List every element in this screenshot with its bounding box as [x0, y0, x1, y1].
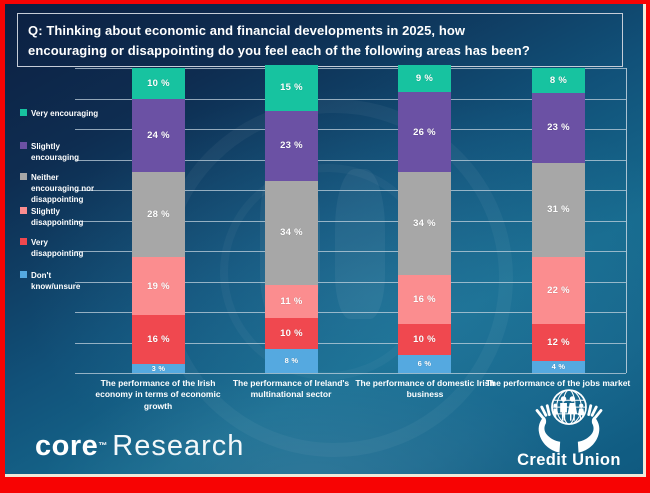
legend-item: Slightly disappointing	[20, 206, 122, 228]
segment-value-label: 9 %	[415, 73, 434, 85]
legend-swatch	[20, 109, 27, 116]
segment-value-label: 28 %	[147, 209, 170, 221]
category-label: The performance of the Irish economy in …	[95, 378, 221, 411]
bar-segment: 34 %	[398, 171, 451, 276]
gridline	[75, 159, 626, 161]
category-label: The performance of domestic Irish busine…	[355, 378, 495, 400]
segment-value-label: 16 %	[147, 334, 170, 345]
category-label: The performance of the jobs market	[485, 378, 631, 388]
legend-item: Neither encouraging nor disappointing	[20, 172, 122, 206]
trademark-symbol: ™	[98, 440, 108, 451]
gridline	[75, 342, 626, 344]
gridline	[75, 373, 626, 374]
segment-value-label: 4 %	[551, 362, 566, 372]
core-logo-text: core	[35, 430, 99, 462]
legend-label: Neither encouraging nor disappointing	[31, 173, 95, 205]
chart-plot-area: 10 % 24 % 28 % 19 % 16 % 3 % 15 % 23 % 34 % 11 % 1…	[75, 65, 627, 374]
segment-value-label: 10 %	[413, 333, 436, 345]
legend-label: Very encouraging	[31, 109, 99, 118]
bar-segment: 23 %	[265, 110, 318, 181]
bar-segment: 6 %	[398, 354, 451, 373]
bar-segment: 10 %	[265, 318, 318, 349]
bar-segment: 26 %	[398, 92, 451, 172]
legend-swatch	[20, 271, 27, 278]
legend-item: Slightly encouraging	[20, 141, 122, 163]
segment-value-label: 12 %	[547, 337, 570, 349]
bar-segment: 28 %	[132, 171, 185, 258]
legend-swatch	[20, 142, 27, 149]
gridline	[75, 281, 626, 283]
segment-value-label: 24 %	[147, 129, 170, 141]
watermark-figure	[335, 169, 385, 319]
bar-segment: 22 %	[532, 257, 585, 325]
bar-segment: 34 %	[265, 180, 318, 285]
segment-value-label: 34 %	[280, 227, 303, 239]
gridline	[75, 129, 626, 130]
category-label: The performance of Ireland's multination…	[232, 378, 350, 400]
bar-segment: 8 %	[532, 68, 585, 93]
stacked-bar: 8 % 23 % 31 % 22 % 12 % 4 %	[532, 68, 585, 373]
bar-segment: 10 %	[398, 324, 451, 355]
question-title-box: Q: Thinking about economic and financial…	[17, 13, 623, 67]
segment-value-label: 16 %	[413, 294, 436, 306]
segment-value-label: 22 %	[547, 285, 570, 297]
segment-value-label: 10 %	[280, 327, 303, 339]
research-logo-text: Research	[112, 430, 245, 462]
segment-value-label: 19 %	[147, 280, 170, 292]
gridline	[75, 251, 626, 252]
stacked-bar: 10 % 24 % 28 % 19 % 16 % 3 %	[132, 68, 185, 373]
slide-background: Q: Thinking about economic and financial…	[5, 4, 646, 477]
segment-value-label: 23 %	[547, 122, 570, 134]
segment-value-label: 23 %	[280, 140, 303, 152]
bar-segment: 23 %	[532, 92, 585, 163]
segment-value-label: 8 %	[284, 356, 299, 366]
stacked-bar: 9 % 26 % 34 % 16 % 10 % 6 %	[398, 65, 451, 373]
bar-segment: 11 %	[265, 284, 318, 319]
bar-segment: 31 %	[532, 162, 585, 258]
legend-label: Slightly disappointing	[31, 207, 84, 228]
bar-segment: 24 %	[132, 98, 185, 172]
gridline	[75, 312, 626, 313]
bar-segment: 3 %	[132, 363, 185, 373]
legend-label: Don't know/unsure	[31, 271, 81, 292]
credit-union-logo: Credit Union	[500, 386, 638, 470]
segment-value-label: 26 %	[413, 126, 436, 138]
bar-segment: 12 %	[532, 324, 585, 361]
bar-segment: 16 %	[398, 275, 451, 325]
legend-item: Very disappointing	[20, 237, 122, 259]
gridline	[75, 98, 626, 100]
gridline	[75, 190, 626, 191]
segment-value-label: 34 %	[413, 218, 436, 230]
legend-swatch	[20, 207, 27, 214]
segment-value-label: 8 %	[549, 74, 568, 86]
bar-segment: 16 %	[132, 315, 185, 364]
credit-union-label: Credit Union	[517, 451, 621, 469]
gridline	[75, 220, 626, 222]
bar-segment: 8 %	[265, 348, 318, 373]
bar-segment: 19 %	[132, 257, 185, 316]
bar-segment: 9 %	[398, 65, 451, 93]
core-research-logo: core™ Research	[35, 430, 244, 463]
question-title-line1: Q: Thinking about economic and financial…	[28, 23, 466, 38]
segment-value-label: 6 %	[417, 359, 432, 369]
legend-swatch	[20, 238, 27, 245]
question-title-line2: encouraging or disappointing do you feel…	[28, 42, 530, 58]
segment-value-label: 11 %	[280, 295, 303, 307]
gridline	[75, 68, 626, 69]
segment-value-label: 10 %	[147, 77, 170, 89]
segment-value-label: 3 %	[151, 363, 166, 373]
legend-label: Slightly encouraging	[31, 142, 80, 163]
credit-union-globe-hands-icon	[535, 389, 603, 453]
segment-value-label: 15 %	[280, 82, 303, 94]
bar-segment: 4 %	[532, 360, 585, 373]
legend-item: Don't know/unsure	[20, 270, 122, 292]
segment-value-label: 31 %	[547, 204, 570, 216]
legend-swatch	[20, 173, 27, 180]
legend-label: Very disappointing	[31, 238, 84, 259]
legend-item: Very encouraging	[20, 108, 122, 119]
bar-segment: 10 %	[132, 68, 185, 99]
stacked-bar: 15 % 23 % 34 % 11 % 10 % 8 %	[265, 65, 318, 373]
bar-segment: 15 %	[265, 65, 318, 111]
